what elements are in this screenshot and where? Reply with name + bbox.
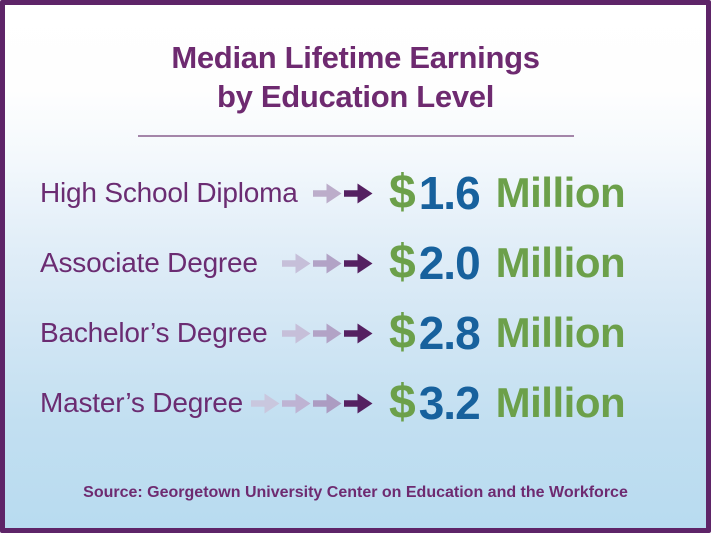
right-arrow-icon (313, 323, 342, 343)
earnings-number: 1.6 (418, 167, 481, 219)
education-level-label: Master’s Degree (40, 387, 243, 418)
dollar-sign: $ (389, 166, 416, 219)
earnings-number: 3.2 (418, 377, 481, 429)
title-divider (137, 135, 574, 137)
arrow-group (282, 323, 373, 344)
page-title: Median Lifetime Earnings by Education Le… (5, 38, 706, 116)
earnings-rows: High School Diploma $ 1.6 Million Associ… (5, 158, 706, 438)
earnings-unit: Million (495, 239, 626, 286)
earnings-value: $ 2.8 Million (389, 309, 671, 357)
earnings-unit: Million (495, 379, 626, 426)
earnings-value: $ 3.2 Million (389, 379, 671, 427)
right-arrow-icon (282, 393, 311, 413)
right-arrow-icon (344, 323, 373, 343)
right-arrow-icon (313, 183, 342, 203)
earnings-row: Bachelor’s Degree $ 2.8 Million (40, 298, 671, 368)
education-level-label: High School Diploma (40, 177, 298, 208)
title-line-1: Median Lifetime Earnings (171, 40, 540, 75)
earnings-row: High School Diploma $ 1.6 Million (40, 158, 671, 228)
education-level-label: Associate Degree (40, 247, 258, 278)
arrow-group (313, 183, 373, 204)
title-line-2: by Education Level (216, 79, 495, 114)
source-citation: Source: Georgetown University Center on … (83, 484, 628, 501)
dollar-sign: $ (389, 306, 416, 359)
earnings-value: $ 1.6 Million (389, 169, 671, 217)
dollar-sign: $ (389, 376, 416, 429)
arrow-group (282, 253, 373, 274)
right-arrow-icon (251, 393, 280, 413)
right-arrow-icon (313, 393, 342, 413)
right-arrow-icon (282, 323, 311, 343)
right-arrow-icon (313, 253, 342, 273)
right-arrow-icon (344, 253, 373, 273)
earnings-unit: Million (495, 309, 626, 356)
right-arrow-icon (344, 183, 373, 203)
earnings-value: $ 2.0 Million (389, 239, 671, 287)
earnings-unit: Million (495, 169, 626, 216)
earnings-row: Associate Degree $ 2.0 Million (40, 228, 671, 298)
earnings-number: 2.0 (418, 237, 481, 289)
earnings-row: Master’s Degree $ 3.2 Million (40, 368, 671, 438)
arrow-group (251, 393, 373, 414)
dollar-sign: $ (389, 236, 416, 289)
education-level-label: Bachelor’s Degree (40, 317, 268, 348)
earnings-number: 2.8 (418, 307, 481, 359)
right-arrow-icon (282, 253, 311, 273)
right-arrow-icon (344, 393, 373, 413)
